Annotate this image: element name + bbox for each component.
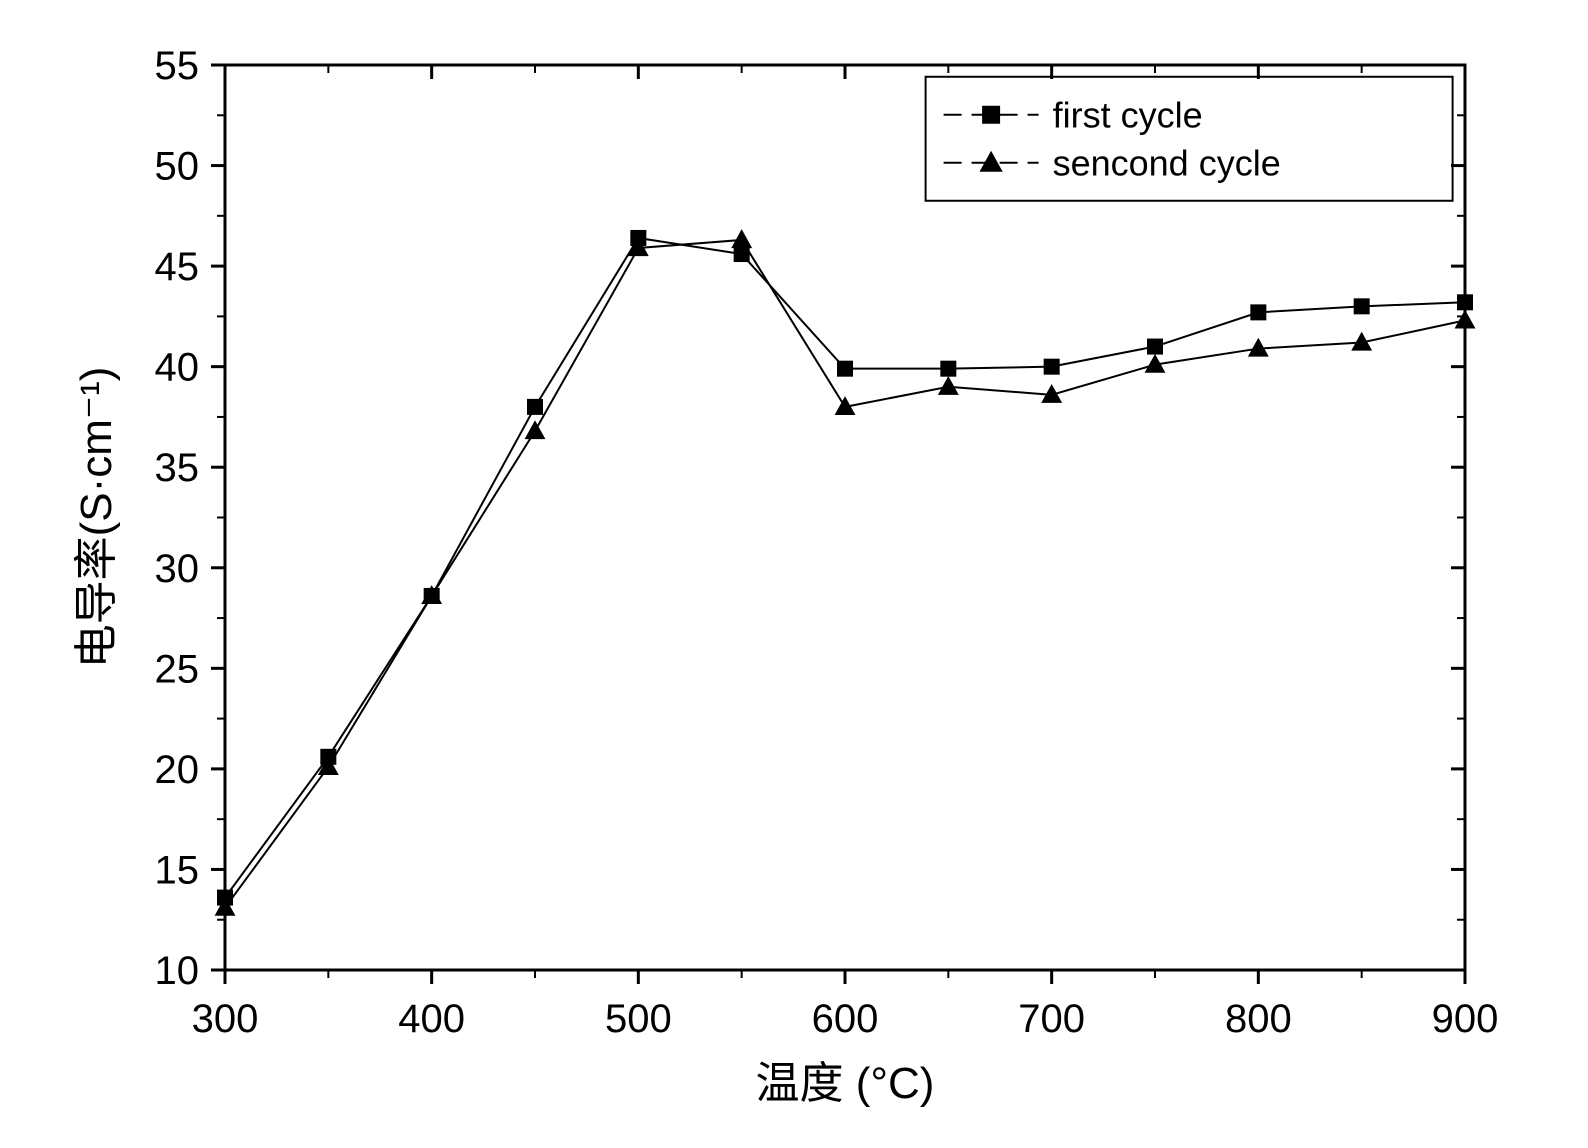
svg-text:500: 500 xyxy=(605,997,672,1041)
svg-text:20: 20 xyxy=(155,748,200,792)
svg-text:25: 25 xyxy=(155,647,200,691)
svg-text:55: 55 xyxy=(155,44,200,88)
svg-text:10: 10 xyxy=(155,949,200,993)
legend: first cycle sencond cycle xyxy=(926,77,1453,201)
svg-text:15: 15 xyxy=(155,848,200,892)
svg-text:30: 30 xyxy=(155,547,200,591)
svg-text:35: 35 xyxy=(155,446,200,490)
series-1 xyxy=(215,229,1476,916)
svg-text:50: 50 xyxy=(155,145,200,189)
x-axis-title: 温度 (°C) xyxy=(756,1059,935,1108)
svg-text:700: 700 xyxy=(1018,997,1085,1041)
y-axis-title: 电导率(S·cm⁻¹) xyxy=(72,367,121,669)
svg-text:400: 400 xyxy=(398,997,465,1041)
svg-text:600: 600 xyxy=(812,997,879,1041)
svg-text:800: 800 xyxy=(1225,997,1292,1041)
chart-svg: 300 400 500 600 700 800 900 10 15 20 25 30 35 40 45 50 5… xyxy=(0,0,1588,1148)
svg-text:300: 300 xyxy=(192,997,259,1041)
svg-text:45: 45 xyxy=(155,245,200,289)
conductivity-chart: 300 400 500 600 700 800 900 10 15 20 25 30 35 40 45 50 5… xyxy=(0,0,1588,1148)
series-0 xyxy=(217,230,1473,906)
svg-text:40: 40 xyxy=(155,346,200,390)
legend-label-1: sencond cycle xyxy=(1053,142,1281,183)
legend-label-0: first cycle xyxy=(1053,94,1203,135)
svg-text:900: 900 xyxy=(1432,997,1499,1041)
